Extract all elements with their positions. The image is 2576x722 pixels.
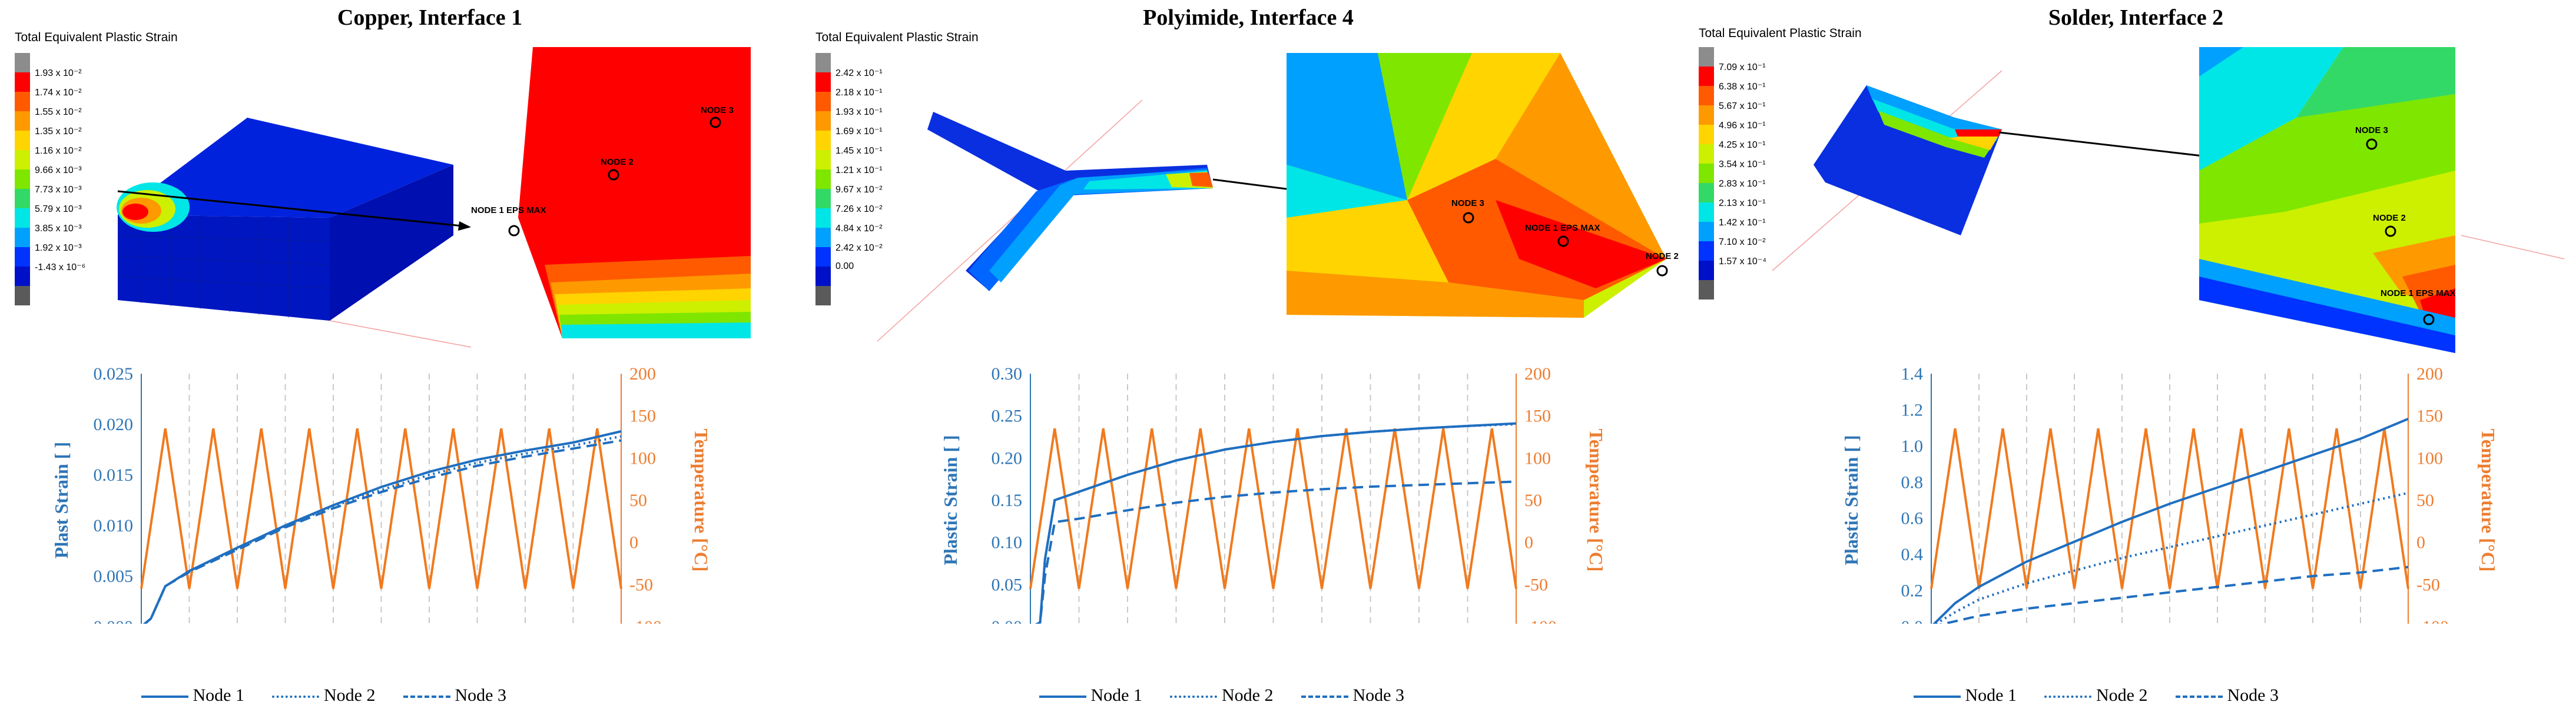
- y-tick-label: 0.10: [992, 533, 1023, 553]
- y2-tick-label: 50: [629, 491, 647, 510]
- y2-tick-label: -100: [2416, 617, 2449, 624]
- y2-tick-label: 200: [2416, 364, 2443, 384]
- y-tick-label: 0.8: [1901, 473, 1924, 492]
- node-marker: [509, 226, 519, 235]
- fea-contour-plot: NODE 3 NODE 2 NODE 1 EPS MAX: [0, 24, 860, 353]
- y-tick-label: 0.00: [992, 617, 1023, 624]
- y-tick-label: 0.005: [94, 567, 134, 586]
- y-tick-label: 0.25: [992, 407, 1023, 426]
- y2-tick-label: 0: [1524, 533, 1533, 553]
- chart-legend: Node 1 Node 2 Node 3: [1039, 686, 1404, 706]
- node-label: NODE 3: [1451, 198, 1484, 208]
- legend-node1: Node 1: [193, 686, 244, 705]
- y-tick-label: 0.30: [992, 364, 1023, 384]
- y-axis-title: Plastic Strain [ ]: [940, 435, 961, 565]
- y2-tick-label: 200: [629, 364, 656, 384]
- y2-tick-label: -50: [1524, 575, 1548, 594]
- node-label: NODE 3: [701, 105, 734, 115]
- y-tick-label: 1.0: [1901, 437, 1924, 456]
- y-tick-label: 1.2: [1901, 400, 1924, 420]
- node-label: NODE 2: [1646, 251, 1679, 261]
- strain-temperature-chart: 0123456789100.000.050.100.150.200.250.30…: [813, 347, 1684, 624]
- chart-legend: Node 1 Node 2 Node 3: [141, 686, 506, 706]
- y-tick-label: 0.010: [94, 516, 134, 535]
- y2-axis-title: Temperature [°C]: [2478, 429, 2499, 572]
- y-tick-label: 0.025: [94, 364, 134, 384]
- y-tick-label: 0.000: [94, 617, 134, 624]
- y2-tick-label: 200: [1524, 364, 1551, 384]
- legend-node2: Node 2: [324, 686, 375, 705]
- y2-axis-title: Temperature [°C]: [1586, 429, 1607, 572]
- legend-node2: Node 2: [2096, 686, 2147, 705]
- y2-tick-label: -50: [629, 575, 653, 594]
- fea-contour-plot: NODE 3 NODE 2 NODE 1 EPS MAX: [1696, 24, 2576, 353]
- y2-tick-label: -100: [1524, 617, 1557, 624]
- node-label: NODE 1 EPS MAX: [1525, 223, 1600, 233]
- y-tick-label: 0.015: [94, 465, 134, 485]
- panel-polyimide: Polyimide, Interface 4 Total Equivalent …: [813, 0, 1684, 722]
- y-tick-label: 0.05: [992, 575, 1023, 594]
- y2-tick-label: 100: [2416, 448, 2443, 468]
- y2-axis-title: Temperature [°C]: [691, 429, 712, 572]
- y2-tick-label: 100: [629, 448, 656, 468]
- y2-tick-label: 150: [1524, 407, 1551, 426]
- node-label: NODE 3: [2355, 125, 2388, 135]
- y-tick-label: 0.15: [992, 491, 1023, 510]
- chart-legend: Node 1 Node 2 Node 3: [1914, 686, 2279, 706]
- y-tick-label: 0.020: [94, 415, 134, 434]
- node-marker: [1657, 266, 1667, 275]
- y2-tick-label: 0: [2416, 533, 2425, 553]
- y-tick-label: 0.20: [992, 448, 1023, 468]
- y-tick-label: 0.4: [1901, 545, 1924, 564]
- y2-tick-label: 100: [1524, 448, 1551, 468]
- node-label: NODE 1 EPS MAX: [471, 205, 546, 215]
- legend-node1: Node 1: [1091, 686, 1142, 705]
- y-axis-title: Plast Strain [ ]: [51, 442, 72, 558]
- y2-tick-label: 0: [629, 533, 638, 553]
- y-tick-label: 0.6: [1901, 509, 1924, 528]
- hotspot-red: [122, 204, 148, 220]
- y2-tick-label: -50: [2416, 575, 2440, 594]
- legend-node1: Node 1: [1965, 686, 2017, 705]
- y-tick-label: 1.4: [1901, 364, 1924, 384]
- y2-tick-label: 150: [629, 407, 656, 426]
- chevron-body: [927, 112, 1213, 288]
- node-label: NODE 2: [601, 157, 634, 167]
- strain-temperature-chart: 0123456789100.0000.0050.0100.0150.0200.0…: [0, 347, 860, 624]
- y-tick-label: 0.2: [1901, 581, 1924, 601]
- legend-node3: Node 3: [2227, 686, 2278, 705]
- y-tick-label: 0.0: [1901, 617, 1924, 624]
- legend-node3: Node 3: [1352, 686, 1404, 705]
- strain-series-node-2: [141, 437, 621, 624]
- legend-node2: Node 2: [1222, 686, 1273, 705]
- fea-contour-plot: NODE 3 NODE 1 EPS MAX NODE 2: [813, 24, 1684, 353]
- y2-tick-label: 150: [2416, 407, 2443, 426]
- y2-tick-label: 50: [2416, 491, 2434, 510]
- node-label: NODE 2: [2373, 213, 2406, 223]
- y2-tick-label: -100: [629, 617, 662, 624]
- node-label: NODE 1 EPS MAX: [2381, 288, 2456, 298]
- legend-node3: Node 3: [455, 686, 506, 705]
- panel-copper: Copper, Interface 1 Total Equivalent Pla…: [0, 0, 860, 722]
- strain-temperature-chart: 0123456789100.00.20.40.60.81.01.21.4-100…: [1696, 347, 2576, 624]
- y-axis-title: Plastic Strain [ ]: [1841, 435, 1862, 565]
- panel-solder: Solder, Interface 2 Total Equivalent Pla…: [1696, 0, 2576, 722]
- y2-tick-label: 50: [1524, 491, 1542, 510]
